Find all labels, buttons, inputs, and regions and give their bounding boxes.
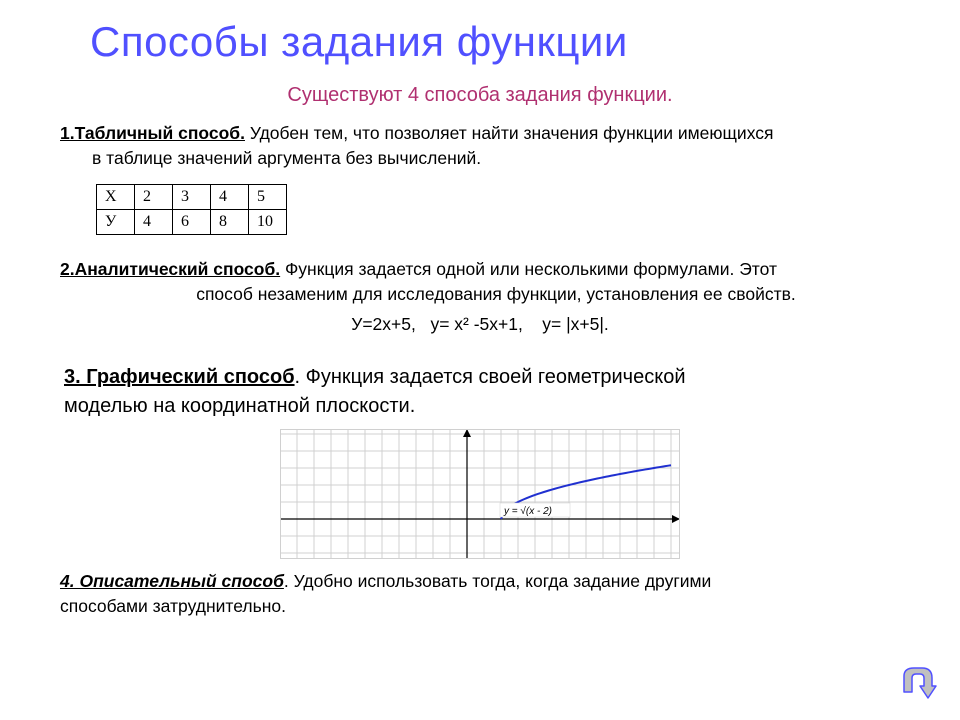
table-cell: 6 — [173, 209, 211, 234]
s1-head: 1.Табличный способ. — [60, 123, 245, 143]
table-cell: 2 — [135, 184, 173, 209]
s1-body: Удобен тем, что позволяет найти значения… — [245, 123, 774, 143]
s2-body2: способ незаменим для исследования функци… — [60, 282, 900, 307]
s4-head: 4. Описательный способ — [60, 571, 284, 591]
table-cell: 4 — [211, 184, 249, 209]
s2-body: Функция задается одной или несколькими ф… — [280, 259, 777, 279]
table-cell: 8 — [211, 209, 249, 234]
section-tabular: 1.Табличный способ. Удобен тем, что позв… — [0, 121, 960, 172]
s3-head: 3. Графический способ — [64, 366, 295, 388]
section-analytic: 2.Аналитический способ. Функция задается… — [0, 257, 960, 337]
page-title: Способы задания функции — [0, 0, 960, 66]
back-icon[interactable] — [892, 662, 938, 702]
section-descriptive: 4. Описательный способ. Удобно использов… — [0, 569, 960, 620]
table-cell: 4 — [135, 209, 173, 234]
table-cell: Х — [97, 184, 135, 209]
table-row: Х2345 — [97, 184, 287, 209]
graph-canvas: y = √(x - 2) — [280, 429, 680, 559]
s3-body: . Функция задается своей геометрической — [295, 366, 686, 388]
s2-head: 2.Аналитический способ. — [60, 259, 280, 279]
table-cell: 3 — [173, 184, 211, 209]
s4-body2: способами затруднительно. — [60, 594, 900, 619]
svg-text:y = √(x - 2): y = √(x - 2) — [503, 505, 552, 517]
table-row: У46810 — [97, 209, 287, 234]
function-table: Х2345У46810 — [96, 184, 960, 235]
s3-body2: моделью на координатной плоскости. — [64, 392, 915, 421]
page-subtitle: Существуют 4 способа задания функции. — [0, 84, 960, 107]
s2-formulas: У=2х+5, у= х² -5х+1, у= |х+5|. — [60, 312, 900, 337]
table-cell: 5 — [249, 184, 287, 209]
section-graphic: 3. Графический способ. Функция задается … — [0, 363, 960, 421]
s4-body: . Удобно использовать тогда, когда задан… — [284, 571, 711, 591]
table-cell: У — [97, 209, 135, 234]
s1-body2: в таблице значений аргумента без вычисле… — [60, 146, 900, 171]
table-cell: 10 — [249, 209, 287, 234]
